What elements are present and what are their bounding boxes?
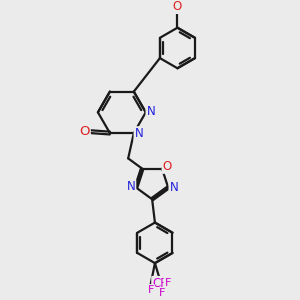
Text: F: F (148, 285, 154, 295)
Text: N: N (169, 181, 178, 194)
Text: N: N (134, 127, 143, 140)
Text: N: N (146, 105, 155, 118)
Text: F: F (159, 288, 165, 298)
Text: CF₃: CF₃ (152, 277, 172, 290)
Text: N: N (127, 181, 135, 194)
Text: F: F (164, 278, 171, 288)
Text: O: O (173, 0, 182, 13)
Text: O: O (163, 160, 172, 173)
Text: O: O (79, 125, 90, 138)
